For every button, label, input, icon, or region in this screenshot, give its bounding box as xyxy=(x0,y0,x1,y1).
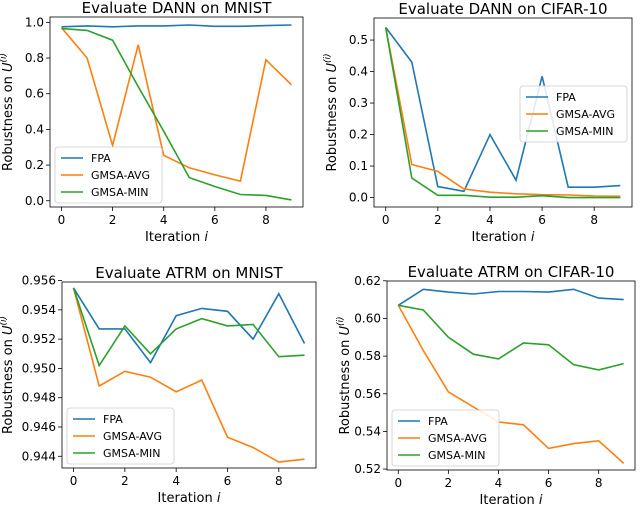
series-line-gmsa-avg xyxy=(384,27,621,198)
series-line-gmsa-avg xyxy=(397,304,625,464)
chart-title: Evaluate ATRM on MNIST xyxy=(95,264,283,282)
y-tick-label: 0.58 xyxy=(354,349,381,363)
chart-title: Evaluate DANN on CIFAR-10 xyxy=(398,0,607,18)
legend: FPA GMSA-AVG GMSA-MIN xyxy=(66,407,175,465)
legend-label: GMSA-AVG xyxy=(556,108,615,121)
series-line-fpa xyxy=(385,26,621,193)
y-tick-label: 0.1 xyxy=(349,159,368,173)
series-line-gmsa-avg xyxy=(72,287,305,463)
x-tick-label: 8 xyxy=(275,474,283,488)
axes-frame xyxy=(373,17,633,208)
x-tick-label: 8 xyxy=(590,213,598,227)
y-tick-label: 0.52 xyxy=(354,462,381,476)
legend: FPA GMSA-AVG GMSA-MIN xyxy=(391,409,500,467)
y-tick-label: 0.0 xyxy=(25,194,44,208)
x-axis-label: Iteration i xyxy=(158,491,221,506)
x-tick-label: 2 xyxy=(445,476,453,490)
axes-frame xyxy=(61,281,317,469)
legend-label: GMSA-MIN xyxy=(556,125,613,138)
legend-label: FPA xyxy=(103,413,123,426)
subplot-3: Evaluate ATRM on MNIST 0 2 4 6 8 0.944 0.946 0.9… xyxy=(0,264,317,506)
x-tick-label: 4 xyxy=(486,213,494,227)
x-tick-label: 0 xyxy=(70,474,78,488)
x-tick-label: 6 xyxy=(545,476,553,490)
y-tick-label: 0.2 xyxy=(349,128,368,142)
series-line-fpa xyxy=(72,287,306,365)
y-tick-label: 0.946 xyxy=(22,420,56,434)
x-tick-label: 4 xyxy=(172,474,180,488)
series-line-gmsa-min xyxy=(398,304,624,371)
y-tick-label: 0.956 xyxy=(22,274,56,288)
legend-label: FPA xyxy=(91,152,111,165)
series-line-gmsa-min xyxy=(61,27,292,201)
legend-label: GMSA-AVG xyxy=(91,169,150,182)
legend-box xyxy=(66,407,175,465)
series-line-gmsa-min xyxy=(384,27,621,199)
legend-box xyxy=(519,85,628,143)
y-tick-label: 0.5 xyxy=(349,33,368,47)
axes-frame xyxy=(49,16,304,208)
legend-label: GMSA-AVG xyxy=(103,430,162,443)
x-tick-label: 6 xyxy=(538,213,546,227)
y-tick-label: 0.950 xyxy=(22,361,56,375)
x-axis-label: Iteration i xyxy=(480,493,543,506)
x-axis-label: Iteration i xyxy=(472,230,535,245)
y-tick-label: 1.0 xyxy=(25,15,44,29)
x-tick-label: 0 xyxy=(382,213,390,227)
y-tick-label: 0.4 xyxy=(349,65,368,79)
legend-box xyxy=(391,409,500,467)
x-tick-label: 8 xyxy=(262,213,270,227)
y-axis-label: Robustness on U(i) xyxy=(0,53,16,171)
x-tick-label: 2 xyxy=(109,213,117,227)
y-tick-label: 0.3 xyxy=(349,96,368,110)
y-tick-label: 0.0 xyxy=(349,191,368,205)
x-axis-label: Iteration i xyxy=(145,230,208,245)
y-axis-label: Robustness on U(i) xyxy=(0,316,16,434)
x-tick-label: 4 xyxy=(160,213,168,227)
y-axis-label: Robustness on U(i) xyxy=(336,316,353,434)
legend-box xyxy=(54,146,163,204)
legend-label: GMSA-MIN xyxy=(103,447,160,460)
y-tick-label: 0.8 xyxy=(25,51,44,65)
subplot-1: Evaluate DANN on MNIST 0 2 4 6 8 0.0 0.2 0.4 0.6 0… xyxy=(0,0,304,245)
legend-label: GMSA-MIN xyxy=(91,186,148,199)
chart-title: Evaluate DANN on MNIST xyxy=(82,0,273,17)
legend: FPA GMSA-AVG GMSA-MIN xyxy=(54,146,163,204)
y-tick-label: 0.60 xyxy=(354,311,381,325)
x-tick-label: 0 xyxy=(394,476,402,490)
y-axis-label: Robustness on U(i) xyxy=(323,53,340,171)
series-line-gmsa-min xyxy=(72,287,305,368)
legend-label: GMSA-MIN xyxy=(428,449,485,462)
axes-frame xyxy=(386,280,636,471)
legend: FPA GMSA-AVG GMSA-MIN xyxy=(519,85,628,143)
subplot-4: Evaluate ATRM on CIFAR-10 0 2 4 6 8 0.52 0.54 0.… xyxy=(336,263,636,506)
y-tick-label: 0.54 xyxy=(354,424,381,438)
series-line-fpa xyxy=(397,288,624,306)
y-tick-label: 0.4 xyxy=(25,122,44,136)
series-line-gmsa-avg xyxy=(60,27,293,183)
x-tick-label: 2 xyxy=(121,474,129,488)
y-tick-label: 0.952 xyxy=(22,332,56,346)
y-tick-label: 0.944 xyxy=(22,449,56,463)
x-tick-label: 6 xyxy=(211,213,219,227)
x-tick-label: 4 xyxy=(495,476,503,490)
y-tick-label: 0.948 xyxy=(22,391,56,405)
y-tick-label: 0.56 xyxy=(354,387,381,401)
legend-label: FPA xyxy=(428,415,448,428)
legend-label: FPA xyxy=(556,91,576,104)
x-tick-label: 2 xyxy=(434,213,442,227)
x-tick-label: 0 xyxy=(58,213,66,227)
x-tick-label: 6 xyxy=(224,474,232,488)
chart-title: Evaluate ATRM on CIFAR-10 xyxy=(408,263,615,281)
subplot-2: Evaluate DANN on CIFAR-10 0 2 4 6 8 0.0 0.1 0.2 0… xyxy=(323,0,633,245)
y-tick-label: 0.62 xyxy=(354,274,381,288)
y-tick-label: 0.954 xyxy=(22,303,56,317)
series-line-fpa xyxy=(61,24,292,28)
y-tick-label: 0.6 xyxy=(25,87,44,101)
x-tick-label: 8 xyxy=(595,476,603,490)
y-tick-label: 0.2 xyxy=(25,158,44,172)
legend-label: GMSA-AVG xyxy=(428,432,487,445)
